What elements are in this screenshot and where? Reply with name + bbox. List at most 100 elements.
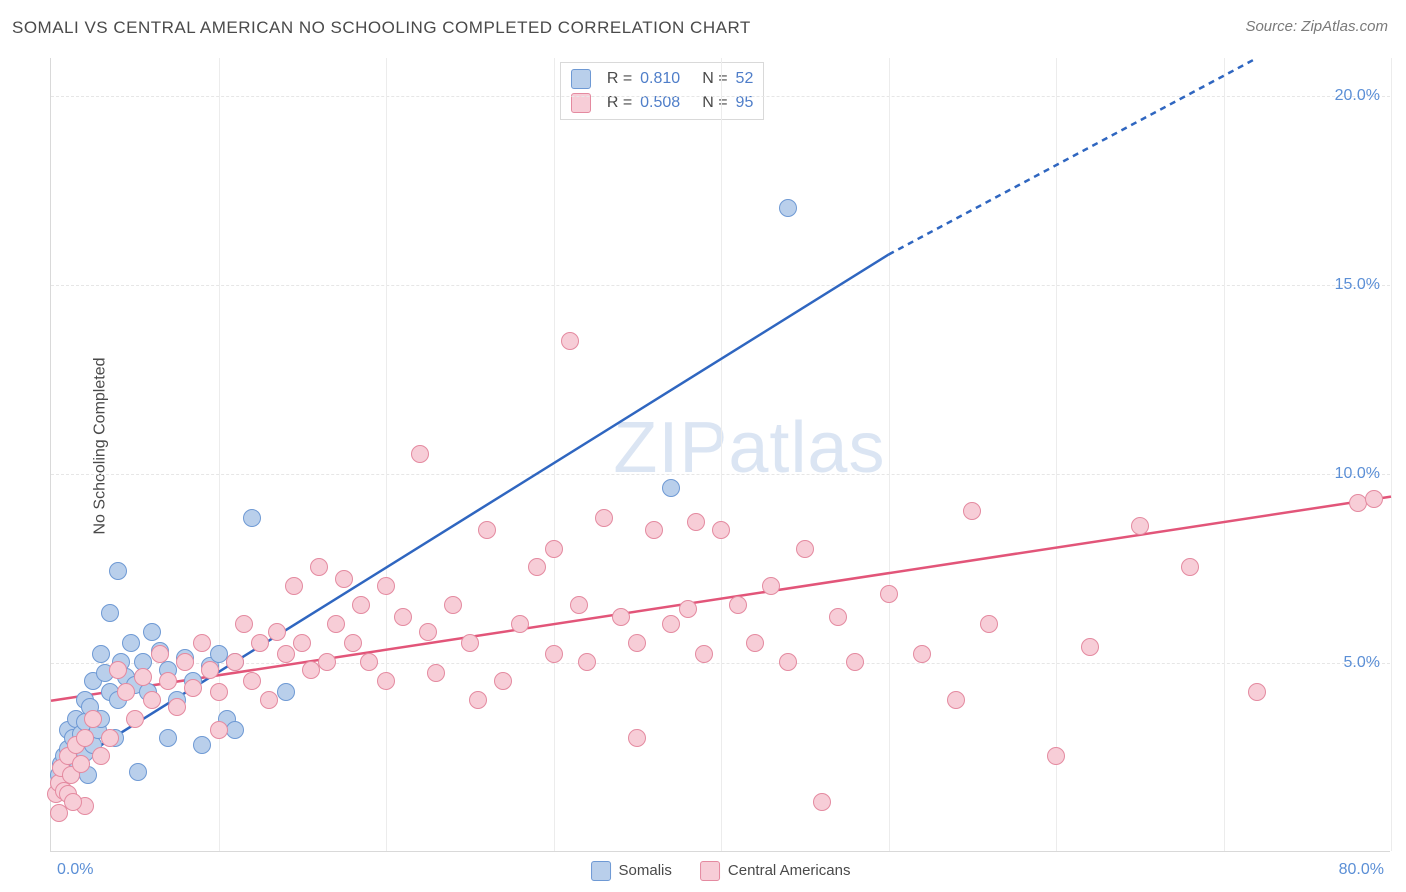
data-point: [84, 710, 102, 728]
data-point: [327, 615, 345, 633]
data-point: [235, 615, 253, 633]
data-point: [126, 710, 144, 728]
data-point: [176, 653, 194, 671]
data-point: [285, 577, 303, 595]
data-point: [92, 747, 110, 765]
data-point: [595, 509, 613, 527]
data-point: [1248, 683, 1266, 701]
data-point: [411, 445, 429, 463]
data-point: [109, 562, 127, 580]
data-point: [427, 664, 445, 682]
data-point: [578, 653, 596, 671]
data-point: [134, 668, 152, 686]
data-point: [628, 729, 646, 747]
data-point: [612, 608, 630, 626]
data-point: [277, 683, 295, 701]
data-point: [109, 661, 127, 679]
data-point: [813, 793, 831, 811]
data-point: [101, 729, 119, 747]
data-point: [394, 608, 412, 626]
data-point: [243, 509, 261, 527]
data-point: [1081, 638, 1099, 656]
data-point: [293, 634, 311, 652]
data-point: [159, 672, 177, 690]
data-point: [168, 698, 186, 716]
data-point: [494, 672, 512, 690]
data-point: [101, 604, 119, 622]
data-point: [159, 729, 177, 747]
data-point: [729, 596, 747, 614]
data-point: [913, 645, 931, 663]
legend-label: Central Americans: [728, 862, 851, 879]
data-point: [143, 691, 161, 709]
data-point: [76, 729, 94, 747]
data-point: [963, 502, 981, 520]
data-point: [829, 608, 847, 626]
data-point: [243, 672, 261, 690]
data-point: [302, 661, 320, 679]
data-point: [377, 577, 395, 595]
data-point: [210, 683, 228, 701]
data-point: [117, 683, 135, 701]
data-point: [210, 721, 228, 739]
data-point: [511, 615, 529, 633]
data-point: [570, 596, 588, 614]
data-point: [251, 634, 269, 652]
data-point: [478, 521, 496, 539]
data-point: [561, 332, 579, 350]
data-point: [318, 653, 336, 671]
data-point: [469, 691, 487, 709]
data-point: [796, 540, 814, 558]
data-point: [352, 596, 370, 614]
data-point: [528, 558, 546, 576]
chart-title: SOMALI VS CENTRAL AMERICAN NO SCHOOLING …: [12, 18, 751, 38]
data-point: [64, 793, 82, 811]
data-point: [143, 623, 161, 641]
legend-item: Somalis: [591, 861, 672, 881]
data-point: [1131, 517, 1149, 535]
data-point: [762, 577, 780, 595]
data-point: [695, 645, 713, 663]
trend-line-dashed: [889, 58, 1258, 255]
data-point: [193, 736, 211, 754]
data-point: [193, 634, 211, 652]
data-point: [662, 615, 680, 633]
data-point: [260, 691, 278, 709]
legend-bottom: Somalis Central Americans: [591, 861, 851, 881]
data-point: [419, 623, 437, 641]
data-point: [444, 596, 462, 614]
data-point: [72, 755, 90, 773]
legend-item: Central Americans: [700, 861, 851, 881]
data-point: [122, 634, 140, 652]
source-label: Source: ZipAtlas.com: [1245, 18, 1388, 35]
gridline-v: [1391, 58, 1392, 851]
data-point: [335, 570, 353, 588]
data-point: [151, 645, 169, 663]
legend-swatch: [591, 861, 611, 881]
data-point: [277, 645, 295, 663]
data-point: [679, 600, 697, 618]
data-point: [846, 653, 864, 671]
data-point: [1349, 494, 1367, 512]
trend-layer: [51, 58, 1391, 852]
data-point: [687, 513, 705, 531]
data-point: [226, 653, 244, 671]
data-point: [545, 645, 563, 663]
plot-area: ZIPatlas R = 0.810N = 52R = 0.508N = 95 …: [50, 58, 1390, 852]
data-point: [1181, 558, 1199, 576]
legend-label: Somalis: [619, 862, 672, 879]
data-point: [1365, 490, 1383, 508]
data-point: [268, 623, 286, 641]
data-point: [712, 521, 730, 539]
x-tick-max: 80.0%: [1339, 861, 1384, 879]
data-point: [201, 661, 219, 679]
data-point: [461, 634, 479, 652]
data-point: [746, 634, 764, 652]
data-point: [662, 479, 680, 497]
x-tick-min: 0.0%: [57, 861, 93, 879]
data-point: [184, 679, 202, 697]
data-point: [360, 653, 378, 671]
data-point: [129, 763, 147, 781]
data-point: [947, 691, 965, 709]
data-point: [377, 672, 395, 690]
